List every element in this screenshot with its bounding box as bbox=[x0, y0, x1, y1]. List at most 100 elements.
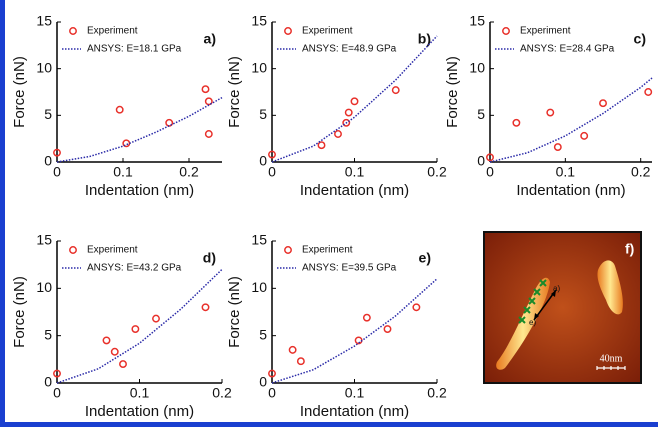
legend-marker bbox=[70, 28, 76, 34]
y-axis-label: Force (nN) bbox=[444, 56, 461, 128]
y-tick-label: 10 bbox=[251, 59, 267, 75]
x-tick-label: 0 bbox=[53, 164, 61, 180]
y-axis-label: Force (nN) bbox=[226, 56, 243, 128]
y-tick-label: 10 bbox=[251, 279, 267, 295]
legend-marker bbox=[285, 28, 291, 34]
data-point bbox=[547, 109, 553, 115]
legend-label: Experiment bbox=[87, 245, 138, 256]
x-tick-label: 0.1 bbox=[556, 164, 576, 180]
legend-label: Experiment bbox=[87, 26, 138, 37]
y-tick-label: 0 bbox=[44, 153, 52, 169]
y-tick-label: 0 bbox=[477, 153, 485, 169]
x-tick-label: 0.1 bbox=[130, 385, 150, 401]
x-tick-label: 0.2 bbox=[179, 164, 199, 180]
x-tick-label: 0.2 bbox=[427, 385, 447, 401]
data-point bbox=[202, 86, 208, 92]
data-point bbox=[120, 361, 126, 367]
y-tick-label: 10 bbox=[36, 59, 52, 75]
legend-marker bbox=[285, 247, 291, 253]
x-axis-label: Indentation (nm) bbox=[85, 403, 194, 420]
figure: a) e) f) 40nm 0 0.1 0.2 0 5 10 15 Indentation (… bbox=[0, 0, 658, 427]
data-point bbox=[202, 304, 208, 310]
legend-marker bbox=[503, 28, 509, 34]
panel-label: d) bbox=[203, 250, 216, 266]
y-tick-label: 0 bbox=[259, 374, 267, 390]
data-point bbox=[384, 326, 390, 332]
y-axis-label: Force (nN) bbox=[11, 276, 28, 348]
legend-label: Experiment bbox=[302, 26, 353, 37]
x-tick-label: 0 bbox=[268, 164, 276, 180]
data-point bbox=[289, 347, 295, 353]
annotation: e) bbox=[529, 318, 536, 327]
y-tick-label: 10 bbox=[36, 279, 52, 295]
data-point bbox=[346, 109, 352, 115]
x-tick-label: 0.2 bbox=[631, 164, 651, 180]
x-tick-label: 0 bbox=[53, 385, 61, 401]
data-point bbox=[393, 87, 399, 93]
y-axis-label: Force (nN) bbox=[11, 56, 28, 128]
legend-label: ANSYS: E=18.1 GPa bbox=[87, 44, 182, 55]
y-tick-label: 5 bbox=[44, 326, 52, 342]
panel-label: c) bbox=[634, 31, 646, 47]
legend-label: Experiment bbox=[302, 245, 353, 256]
legend-label: ANSYS: E=28.4 GPa bbox=[520, 44, 615, 55]
data-point bbox=[600, 100, 606, 106]
scale-bar-label: 40nm bbox=[600, 353, 623, 364]
fit-line bbox=[272, 36, 437, 162]
y-tick-label: 15 bbox=[469, 13, 485, 29]
annotation: a) bbox=[553, 284, 560, 293]
y-tick-label: 15 bbox=[251, 13, 267, 29]
x-tick-label: 0.1 bbox=[345, 385, 365, 401]
panel-label: e) bbox=[419, 250, 431, 266]
y-tick-label: 0 bbox=[44, 374, 52, 390]
y-tick-label: 15 bbox=[36, 13, 52, 29]
y-tick-label: 10 bbox=[469, 59, 485, 75]
panel-label: f) bbox=[625, 241, 634, 257]
y-tick-label: 5 bbox=[477, 106, 485, 122]
data-point bbox=[351, 98, 357, 104]
y-tick-label: 5 bbox=[44, 106, 52, 122]
legend-label: ANSYS: E=39.5 GPa bbox=[302, 263, 397, 274]
x-tick-label: 0.2 bbox=[427, 164, 447, 180]
y-tick-label: 5 bbox=[259, 326, 267, 342]
x-axis-label: Indentation (nm) bbox=[85, 182, 194, 199]
fit-line bbox=[57, 98, 222, 162]
x-axis-label: Indentation (nm) bbox=[300, 403, 409, 420]
y-tick-label: 15 bbox=[36, 232, 52, 248]
data-point bbox=[132, 326, 138, 332]
x-tick-label: 0.1 bbox=[113, 164, 133, 180]
x-tick-label: 0.2 bbox=[212, 385, 232, 401]
legend-label: ANSYS: E=48.9 GPa bbox=[302, 44, 397, 55]
data-point bbox=[117, 107, 123, 113]
data-point bbox=[513, 120, 519, 126]
data-point bbox=[153, 315, 159, 321]
data-point bbox=[298, 358, 304, 364]
data-point bbox=[413, 304, 419, 310]
x-tick-label: 0 bbox=[268, 385, 276, 401]
fit-line bbox=[272, 279, 437, 383]
panel-label: a) bbox=[204, 31, 216, 47]
data-point bbox=[318, 142, 324, 148]
y-axis-label: Force (nN) bbox=[226, 276, 243, 348]
x-axis-label: Indentation (nm) bbox=[300, 182, 409, 199]
data-point bbox=[364, 314, 370, 320]
data-point bbox=[112, 349, 118, 355]
data-point bbox=[103, 337, 109, 343]
legend-label: Experiment bbox=[520, 26, 571, 37]
data-point bbox=[645, 89, 651, 95]
border-left bbox=[0, 0, 5, 427]
data-point bbox=[206, 131, 212, 137]
x-tick-label: 0 bbox=[486, 164, 494, 180]
data-point bbox=[335, 131, 341, 137]
data-point bbox=[555, 144, 561, 150]
y-tick-label: 0 bbox=[259, 153, 267, 169]
data-point bbox=[581, 133, 587, 139]
afm-image: a) e) f) 40nm bbox=[484, 232, 641, 383]
legend-marker bbox=[70, 247, 76, 253]
y-tick-label: 5 bbox=[259, 106, 267, 122]
y-tick-label: 15 bbox=[251, 232, 267, 248]
x-axis-label: Indentation (nm) bbox=[516, 182, 625, 199]
border-bottom bbox=[0, 422, 658, 427]
x-tick-label: 0.1 bbox=[345, 164, 365, 180]
fit-line bbox=[57, 269, 222, 383]
